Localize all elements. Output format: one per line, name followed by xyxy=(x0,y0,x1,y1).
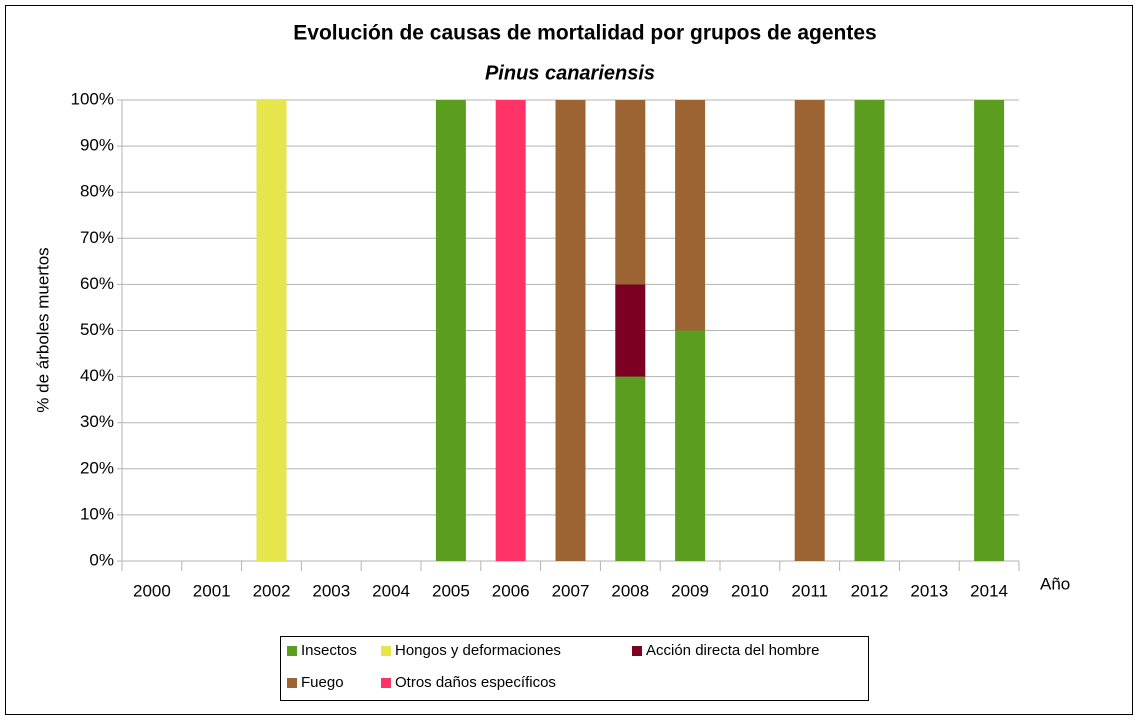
x-axis-label: Año xyxy=(1040,574,1070,593)
legend-label: Hongos y deformaciones xyxy=(395,642,561,659)
x-tick-label: 2000 xyxy=(133,581,171,600)
x-tick-label: 2006 xyxy=(492,581,530,600)
y-tick-label: 90% xyxy=(80,136,114,155)
legend-box xyxy=(280,636,869,701)
x-tick-label: 2007 xyxy=(552,581,590,600)
bar-segment xyxy=(615,376,646,561)
x-tick-label: 2008 xyxy=(611,581,649,600)
x-tick-label: 2014 xyxy=(970,581,1008,600)
x-tick-label: 2013 xyxy=(910,581,948,600)
legend-swatch xyxy=(381,678,391,688)
y-tick-label: 70% xyxy=(80,228,114,247)
x-tick-label: 2005 xyxy=(432,581,470,600)
bar-segment xyxy=(615,284,646,377)
bar-segment xyxy=(555,100,586,561)
x-tick-label: 2003 xyxy=(312,581,350,600)
legend-swatch xyxy=(632,646,642,656)
x-tick-label: 2011 xyxy=(791,581,828,600)
bar-segment xyxy=(974,100,1005,561)
bar-segment xyxy=(675,100,706,331)
y-tick-label: 40% xyxy=(80,366,114,385)
chart-title: Evolución de causas de mortalidad por gr… xyxy=(293,22,876,45)
bar-segment xyxy=(675,330,706,561)
x-tick-label: 2001 xyxy=(193,581,231,600)
legend-label: Acción directa del hombre xyxy=(646,642,819,659)
chart-subtitle: Pinus canariensis xyxy=(485,62,655,84)
x-tick-label: 2010 xyxy=(731,581,769,600)
bar-segment xyxy=(854,100,885,561)
x-tick-label: 2004 xyxy=(372,581,410,600)
bar-segment xyxy=(615,100,646,285)
legend-swatch xyxy=(287,678,297,688)
bar-segment xyxy=(435,100,466,561)
x-tick-label: 2009 xyxy=(671,581,709,600)
y-tick-label: 80% xyxy=(80,182,114,201)
x-tick-label: 2002 xyxy=(253,581,291,600)
legend-swatch xyxy=(287,646,297,656)
y-tick-label: 20% xyxy=(80,458,114,477)
y-tick-label: 30% xyxy=(80,412,114,431)
legend-label: Otros daños específicos xyxy=(395,674,556,691)
x-tick-label: 2012 xyxy=(851,581,889,600)
bar-segment xyxy=(256,100,287,561)
bar-segment xyxy=(794,100,825,561)
y-tick-label: 50% xyxy=(80,320,114,339)
y-tick-label: 10% xyxy=(80,504,114,523)
legend-label: Insectos xyxy=(301,642,357,659)
legend-label: Fuego xyxy=(301,674,344,691)
y-tick-label: 0% xyxy=(89,550,114,569)
y-tick-label: 60% xyxy=(80,274,114,293)
y-axis-label: % de árboles muertos xyxy=(33,247,52,412)
legend-swatch xyxy=(381,646,391,656)
y-tick-label: 100% xyxy=(71,89,114,108)
bar-segment xyxy=(495,100,526,561)
